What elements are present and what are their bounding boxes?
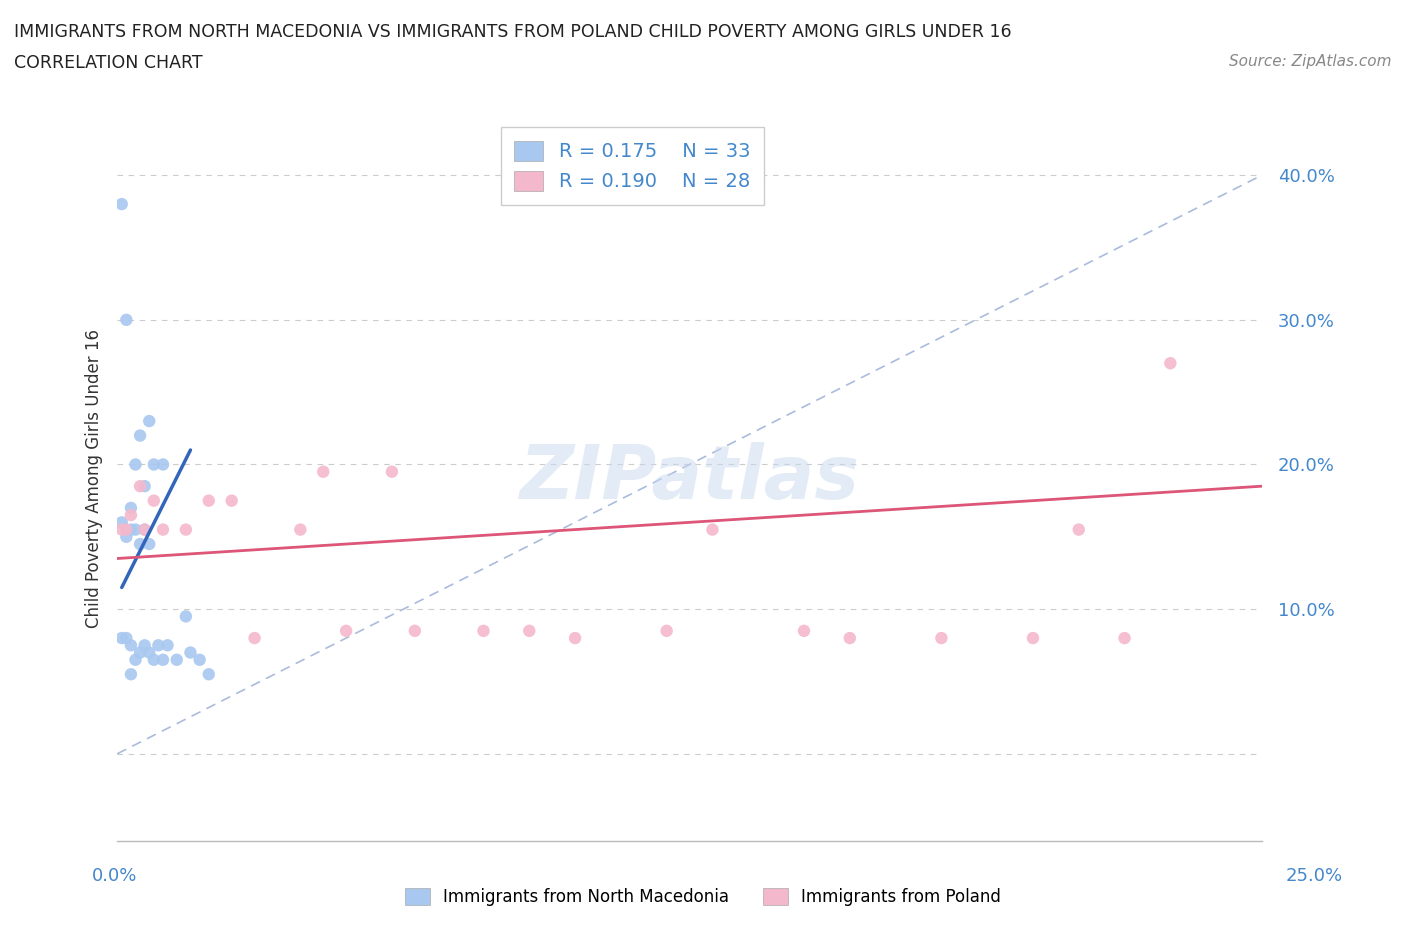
Point bbox=[120, 638, 142, 653]
Point bbox=[138, 414, 160, 429]
Point bbox=[793, 623, 815, 638]
Point bbox=[152, 652, 174, 667]
Point bbox=[166, 652, 188, 667]
Point bbox=[134, 638, 156, 653]
Point bbox=[115, 529, 138, 544]
Point bbox=[111, 522, 134, 537]
Point bbox=[129, 479, 152, 494]
Point bbox=[115, 312, 138, 327]
Point bbox=[134, 479, 156, 494]
Point bbox=[564, 631, 586, 645]
Text: IMMIGRANTS FROM NORTH MACEDONIA VS IMMIGRANTS FROM POLAND CHILD POVERTY AMONG GI: IMMIGRANTS FROM NORTH MACEDONIA VS IMMIG… bbox=[14, 23, 1012, 41]
Point bbox=[124, 522, 146, 537]
Point bbox=[655, 623, 678, 638]
Point bbox=[243, 631, 266, 645]
Point bbox=[142, 457, 165, 472]
Point bbox=[702, 522, 724, 537]
Y-axis label: Child Poverty Among Girls Under 16: Child Poverty Among Girls Under 16 bbox=[86, 329, 103, 629]
Point bbox=[142, 652, 165, 667]
Point bbox=[174, 522, 197, 537]
Point bbox=[115, 522, 138, 537]
Point bbox=[381, 464, 404, 479]
Point bbox=[290, 522, 312, 537]
Point bbox=[120, 667, 142, 682]
Point bbox=[142, 493, 165, 508]
Point bbox=[404, 623, 426, 638]
Point bbox=[156, 638, 179, 653]
Point bbox=[931, 631, 953, 645]
Legend: R = 0.175    N = 33, R = 0.190    N = 28: R = 0.175 N = 33, R = 0.190 N = 28 bbox=[501, 127, 763, 205]
Point bbox=[138, 537, 160, 551]
Point bbox=[838, 631, 860, 645]
Point bbox=[197, 667, 219, 682]
Point bbox=[111, 515, 134, 530]
Point bbox=[221, 493, 243, 508]
Text: CORRELATION CHART: CORRELATION CHART bbox=[14, 54, 202, 72]
Point bbox=[179, 645, 201, 660]
Point bbox=[1067, 522, 1090, 537]
Point bbox=[1114, 631, 1136, 645]
Point bbox=[517, 623, 540, 638]
Point bbox=[335, 623, 357, 638]
Point bbox=[174, 609, 197, 624]
Point bbox=[120, 508, 142, 523]
Point bbox=[115, 631, 138, 645]
Point bbox=[152, 522, 174, 537]
Point bbox=[1022, 631, 1045, 645]
Point bbox=[152, 457, 174, 472]
Point bbox=[129, 428, 152, 443]
Point bbox=[111, 631, 134, 645]
Point bbox=[129, 537, 152, 551]
Point bbox=[197, 493, 219, 508]
Point bbox=[134, 522, 156, 537]
Point bbox=[312, 464, 335, 479]
Point bbox=[129, 645, 152, 660]
Point bbox=[120, 522, 142, 537]
Point bbox=[138, 645, 160, 660]
Text: ZIPatlas: ZIPatlas bbox=[520, 443, 859, 515]
Point bbox=[124, 652, 146, 667]
Point bbox=[111, 196, 134, 211]
Point bbox=[124, 457, 146, 472]
Point bbox=[188, 652, 211, 667]
Point bbox=[120, 500, 142, 515]
Point bbox=[148, 638, 170, 653]
Point bbox=[134, 522, 156, 537]
Legend: Immigrants from North Macedonia, Immigrants from Poland: Immigrants from North Macedonia, Immigra… bbox=[398, 881, 1008, 912]
Text: Source: ZipAtlas.com: Source: ZipAtlas.com bbox=[1229, 54, 1392, 69]
Point bbox=[1159, 356, 1181, 371]
Text: 25.0%: 25.0% bbox=[1285, 867, 1343, 885]
Point bbox=[472, 623, 495, 638]
Text: 0.0%: 0.0% bbox=[91, 867, 136, 885]
